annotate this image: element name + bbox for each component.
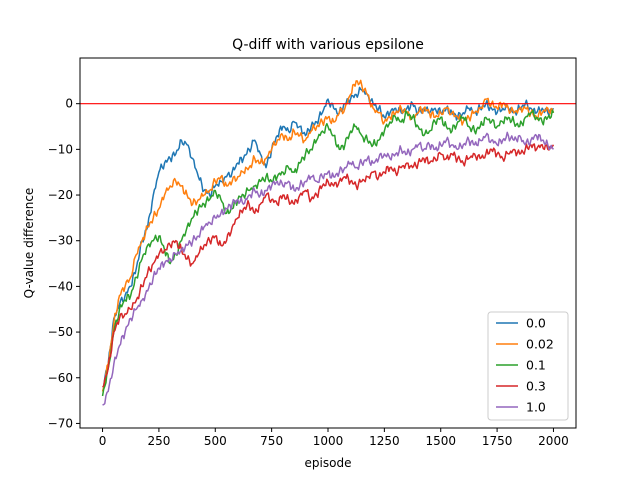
legend: 0.0 0.02 0.1 0.3 1.0 <box>487 311 569 421</box>
x-axis-label: episode <box>305 456 352 470</box>
series-line-0-3 <box>102 143 555 388</box>
x-tick-label: 750 <box>260 434 283 448</box>
y-tick-label: −30 <box>48 234 73 248</box>
y-tick-label: −20 <box>48 188 73 202</box>
chart-title: Q-diff with various epsilone <box>232 37 424 53</box>
legend-label: 0.3 <box>526 379 546 394</box>
legend-label: 0.0 <box>526 316 546 331</box>
y-tick-label: −50 <box>48 325 73 339</box>
x-tick-label: 250 <box>147 434 170 448</box>
x-axis: 0 250 500 750 1000 1250 1500 1750 2000 <box>99 428 569 448</box>
series-line-0-0 <box>102 86 555 388</box>
series-line-0-02 <box>101 79 555 392</box>
y-axis-label: Q-value difference <box>22 188 36 299</box>
x-tick-label: 2000 <box>538 434 569 448</box>
legend-box <box>487 311 569 421</box>
series-line-1-0 <box>102 131 555 406</box>
series-layer <box>101 79 555 406</box>
x-tick-label: 500 <box>204 434 227 448</box>
x-tick-label: 1250 <box>369 434 400 448</box>
x-tick-label: 1750 <box>482 434 513 448</box>
y-tick-label: −10 <box>48 142 73 156</box>
y-axis: −70 −60 −50 −40 −30 −20 −10 0 <box>48 97 80 430</box>
x-tick-label: 1000 <box>313 434 344 448</box>
x-tick-label: 1500 <box>425 434 456 448</box>
legend-label: 0.02 <box>526 337 554 352</box>
legend-label: 0.1 <box>526 358 546 373</box>
y-tick-label: 0 <box>65 97 73 111</box>
x-tick-label: 0 <box>99 434 107 448</box>
legend-label: 1.0 <box>526 400 546 415</box>
y-tick-label: −70 <box>48 416 73 430</box>
y-tick-label: −60 <box>48 371 73 385</box>
y-tick-label: −40 <box>48 279 73 293</box>
